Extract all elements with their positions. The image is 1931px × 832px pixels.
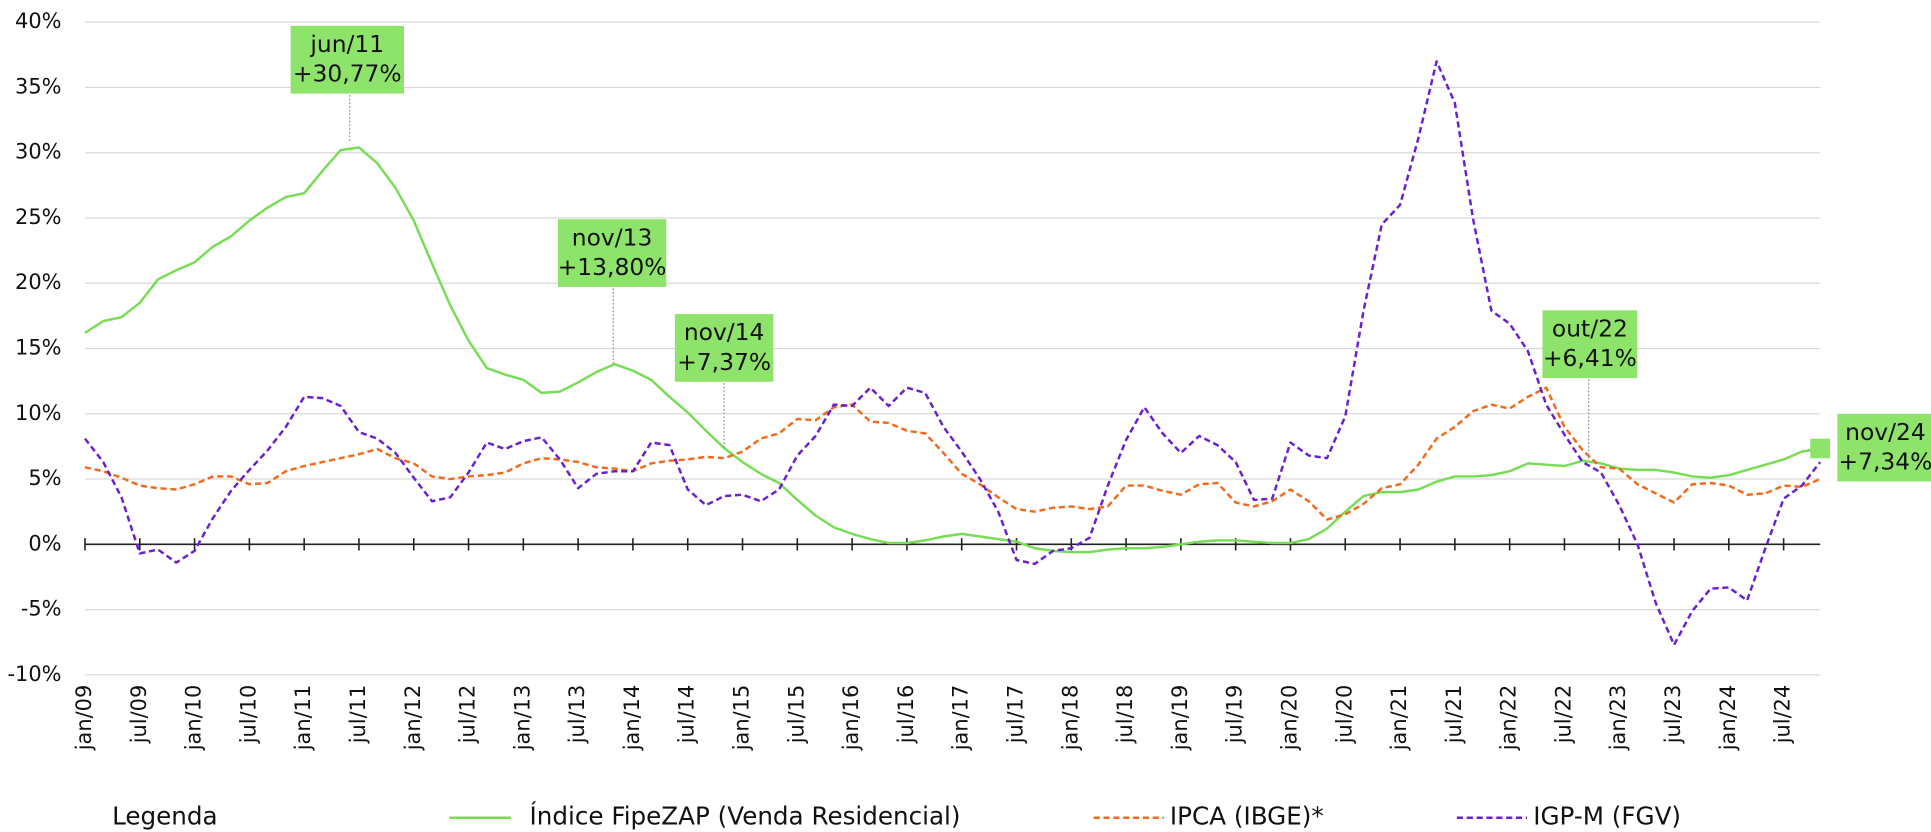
y-tick-label: 20%	[15, 270, 62, 294]
annotation-value: +13,80%	[558, 253, 667, 281]
x-tick-label: jan/17	[949, 685, 973, 752]
x-tick-label: jul/09	[127, 685, 151, 745]
x-tick-label: jul/10	[236, 685, 260, 745]
x-tick-label: jan/09	[72, 685, 96, 752]
annotation-value: +7,34%	[1839, 448, 1931, 476]
x-tick-label: jul/12	[456, 685, 480, 745]
annotation-label: nov/14	[684, 318, 765, 346]
x-tick-label: jul/21	[1442, 685, 1466, 745]
x-tick-label: jul/15	[784, 685, 808, 745]
y-tick-label: -5%	[21, 597, 62, 621]
x-tick-label: jan/11	[291, 685, 315, 752]
y-tick-label: 5%	[28, 466, 61, 490]
legend-label: Índice FipeZAP (Venda Residencial)	[530, 802, 961, 831]
annotation-box	[557, 219, 667, 287]
x-tick-label: jul/24	[1771, 685, 1795, 745]
x-tick-label: jan/10	[182, 685, 206, 752]
x-tick-label: jul/19	[1223, 685, 1247, 745]
series-line	[84, 386, 1821, 521]
x-tick-label: jan/15	[730, 685, 754, 752]
legend-label: IGP-M (FGV)	[1533, 802, 1681, 831]
annotation-value: +30,77%	[293, 60, 402, 88]
x-tick-label: jan/13	[510, 685, 534, 752]
annotation-marker	[1810, 438, 1831, 459]
annotation-label: nov/13	[572, 223, 653, 251]
annotation-box	[674, 314, 774, 382]
x-tick-label: jul/16	[894, 685, 918, 745]
y-tick-label: 0%	[28, 531, 61, 555]
x-tick-label: jul/20	[1332, 685, 1356, 745]
x-tick-label: jan/16	[839, 685, 863, 752]
x-tick-label: jan/19	[1168, 685, 1192, 752]
annotation-box	[1542, 310, 1638, 379]
annotation-box	[1837, 413, 1931, 482]
series-line	[84, 60, 1822, 647]
x-tick-label: jul/17	[1003, 685, 1027, 745]
annotation-label: jun/11	[309, 30, 384, 58]
y-tick-label: 15%	[15, 336, 62, 360]
x-tick-label: jul/18	[1113, 685, 1137, 745]
x-tick-label: jul/22	[1551, 685, 1575, 745]
x-tick-label: jul/11	[346, 685, 370, 745]
x-tick-label: jul/13	[565, 685, 589, 745]
x-tick-label: jan/18	[1058, 685, 1082, 752]
annotation-box	[290, 25, 404, 94]
annotation-value: +6,41%	[1543, 344, 1637, 372]
y-tick-label: 10%	[15, 401, 62, 425]
x-tick-label: jan/24	[1716, 685, 1740, 752]
x-tick-label: jan/12	[401, 685, 425, 752]
legend-label: IPCA (IBGE)*	[1170, 802, 1324, 831]
annotation-label: out/22	[1552, 315, 1628, 343]
y-tick-label: 40%	[15, 9, 62, 33]
y-tick-label: -10%	[8, 662, 62, 686]
y-tick-label: 30%	[15, 140, 62, 164]
x-tick-label: jan/21	[1387, 685, 1411, 752]
legend-title: Legenda	[112, 802, 217, 831]
y-tick-label: 25%	[15, 205, 62, 229]
series-line	[84, 146, 1821, 554]
x-tick-label: jul/23	[1661, 685, 1685, 745]
annotation-value: +7,37%	[677, 348, 771, 376]
y-tick-label: 35%	[15, 74, 62, 98]
x-tick-label: jan/22	[1497, 685, 1521, 752]
x-tick-label: jan/20	[1277, 685, 1301, 752]
annotation-label: nov/24	[1845, 418, 1926, 446]
x-tick-label: jan/23	[1606, 685, 1630, 752]
x-tick-label: jan/14	[620, 685, 644, 752]
x-tick-label: jul/14	[675, 685, 699, 745]
